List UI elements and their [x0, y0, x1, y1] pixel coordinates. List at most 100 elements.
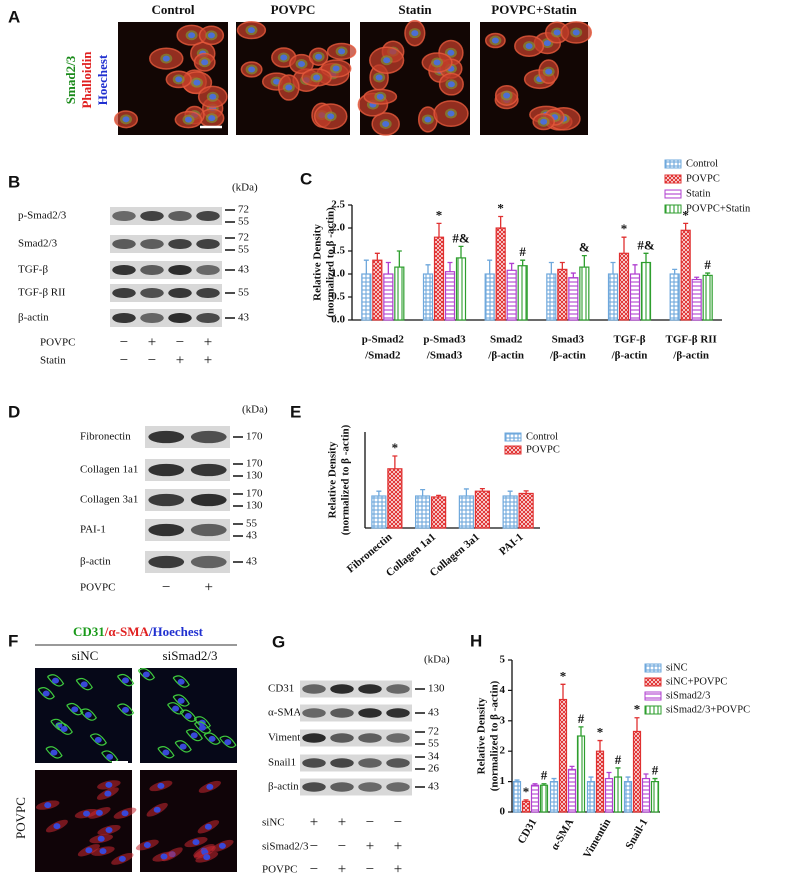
error-bar — [425, 264, 431, 274]
legend-label: siNC — [666, 662, 688, 673]
band — [330, 708, 354, 718]
bar — [623, 780, 633, 813]
column-title: POVPC — [271, 2, 316, 17]
panel-letter: B — [8, 172, 20, 191]
nucleus — [411, 30, 419, 37]
band — [140, 312, 164, 324]
y-tick-label: 2 — [500, 745, 506, 757]
nucleus — [80, 681, 88, 688]
error-bar — [625, 776, 631, 782]
nucleus — [208, 115, 216, 122]
error-bar — [559, 261, 565, 270]
bar — [530, 784, 540, 813]
panel-letter: C — [300, 169, 312, 188]
bar — [506, 269, 517, 321]
bar — [629, 273, 641, 321]
blot-label: TGF-β — [18, 264, 48, 276]
nucleus — [121, 677, 129, 684]
band — [190, 493, 227, 507]
cd31-junction — [179, 709, 197, 722]
nucleus — [433, 59, 441, 66]
nucleus — [543, 40, 551, 47]
band — [168, 287, 192, 299]
nucleus — [53, 823, 61, 830]
condition-label: Statin — [40, 355, 66, 367]
y-tick-label: 0.0 — [331, 314, 345, 326]
bar — [632, 730, 642, 813]
y-tick-label: 0.5 — [331, 291, 345, 303]
cd31-junction — [193, 716, 211, 729]
significance-mark: # — [541, 768, 548, 783]
y-tick-label: 1.5 — [331, 245, 345, 257]
legend-swatch — [664, 174, 682, 184]
panel-letter: F — [8, 631, 18, 650]
bar — [558, 698, 568, 813]
nucleus — [177, 697, 185, 704]
stain-part: /Hoechest — [148, 624, 204, 639]
bar — [371, 495, 387, 529]
kda-label: 130 — [246, 470, 263, 482]
legend-swatch — [664, 159, 682, 169]
bar — [669, 273, 680, 321]
band — [386, 758, 410, 768]
nucleus — [188, 32, 196, 39]
y-tick-label: 2.5 — [331, 199, 345, 211]
nucleus — [285, 84, 293, 91]
nucleus — [447, 49, 455, 56]
nucleus — [332, 65, 340, 72]
nucleus — [162, 749, 170, 756]
error-bar — [447, 261, 453, 272]
cd31-junction — [89, 733, 108, 746]
nucleus — [273, 78, 281, 85]
bar — [415, 495, 431, 529]
x-tick-label: /β-actin — [487, 350, 524, 362]
blot-label: Collagen 3a1 — [80, 494, 138, 506]
bar — [361, 273, 372, 321]
kda-label: 55 — [246, 518, 258, 530]
significance-mark: # — [519, 244, 526, 259]
nucleus — [184, 713, 192, 720]
significance-mark: * — [392, 440, 399, 455]
band — [148, 463, 185, 477]
cd31-junction — [167, 702, 185, 715]
band — [196, 238, 220, 250]
kda-label: 170 — [246, 488, 263, 500]
error-bar — [632, 264, 638, 274]
nucleus — [572, 29, 580, 36]
error-bar — [643, 252, 649, 263]
blot-label: Collagen 1a1 — [80, 464, 138, 476]
significance-mark: * — [436, 207, 443, 222]
error-bar — [458, 245, 464, 258]
band — [112, 287, 136, 299]
nucleus — [85, 847, 93, 854]
legend-swatch — [644, 677, 662, 687]
error-bar — [683, 222, 689, 231]
condition-sign: − — [162, 579, 170, 595]
y-axis-label: Relative Density — [476, 697, 488, 774]
y-tick-label: 3 — [500, 714, 506, 726]
band — [112, 312, 136, 324]
bar — [641, 777, 651, 813]
error-bar — [548, 261, 554, 274]
band — [112, 238, 136, 250]
stain-title: CD31/α-SMA/Hoechest — [73, 624, 204, 639]
kda-label: 34 — [428, 751, 440, 763]
band — [148, 555, 185, 569]
y-axis-label: (normalized to β -actin) — [340, 424, 352, 535]
cd31-junction — [37, 687, 55, 700]
band — [148, 430, 185, 444]
error-bar — [374, 252, 380, 261]
error-bar — [569, 765, 575, 770]
condition-sign: − — [394, 814, 402, 830]
nucleus — [208, 735, 216, 742]
legend-label: POVPC+Statin — [686, 203, 751, 214]
error-bar — [694, 276, 700, 280]
band — [190, 523, 227, 537]
nucleus — [204, 823, 212, 830]
legend-label: POVPC — [526, 444, 560, 455]
error-bar — [520, 259, 526, 266]
band — [358, 733, 382, 743]
bar — [518, 492, 534, 529]
band — [168, 238, 192, 250]
error-bar — [363, 259, 369, 274]
